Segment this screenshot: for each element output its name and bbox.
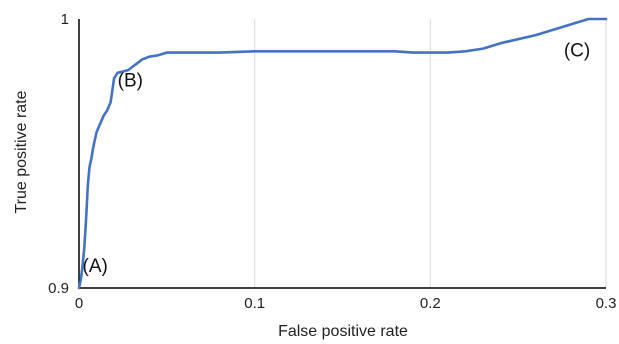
x-tick-label: 0 (75, 295, 83, 312)
annotations-layer: (A) (B) (C) (83, 41, 591, 277)
axes-layer (78, 19, 606, 289)
y-axis-title: True positive rate (13, 90, 30, 213)
series-layer (77, 17, 608, 290)
point-annotation: (C) (564, 41, 590, 62)
point-annotation: (A) (83, 256, 108, 277)
y-tick-label: 1 (61, 11, 69, 28)
x-tick-label: 0.3 (596, 295, 617, 312)
x-axis-title: False positive rate (278, 323, 408, 340)
x-tick-label: 0.2 (420, 295, 441, 312)
tick-labels: 0 0.1 0.2 0.3 0.9 1 (48, 11, 616, 312)
point-annotation: (B) (118, 70, 143, 91)
grid-layer (254, 19, 607, 288)
roc-curve-line (77, 17, 608, 290)
y-tick-label: 0.9 (48, 280, 69, 297)
x-tick-label: 0.1 (244, 295, 265, 312)
